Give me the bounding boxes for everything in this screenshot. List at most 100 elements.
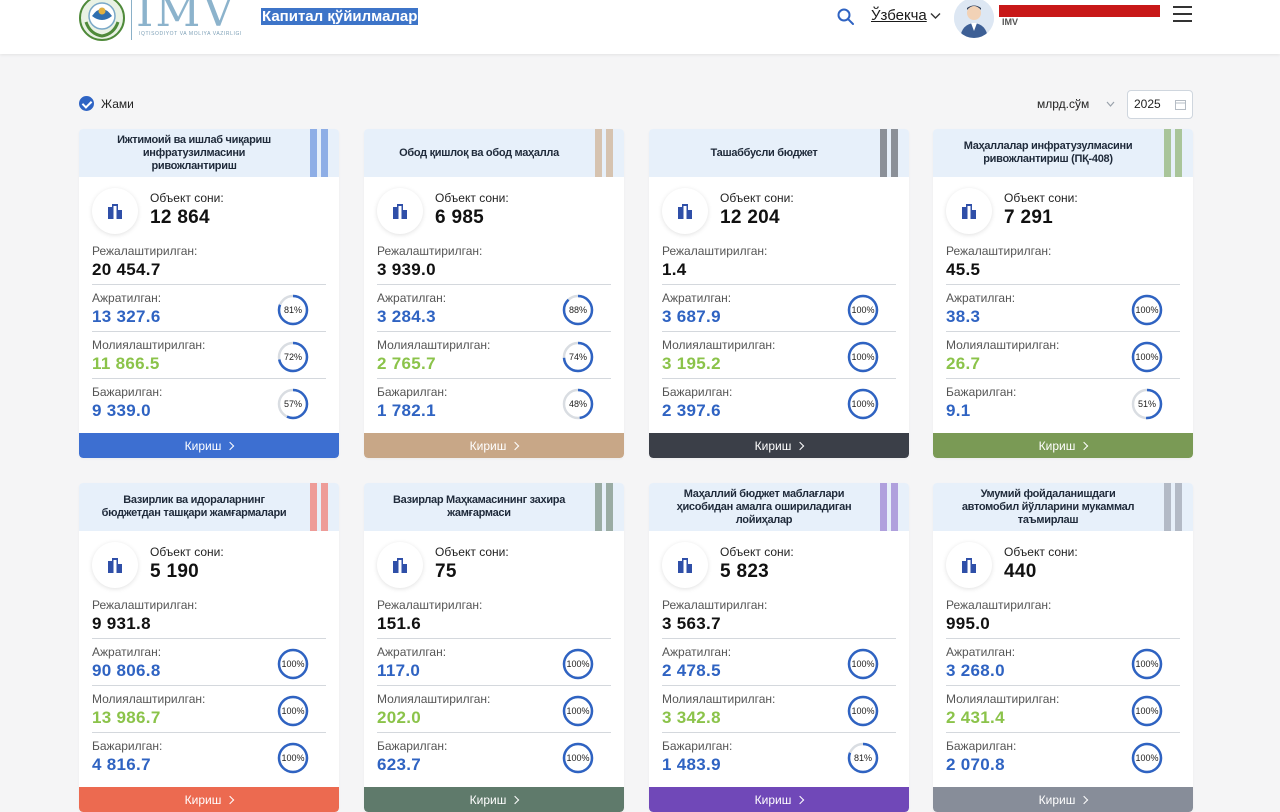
category-card: Маҳаллалар инфратузулмасини ривожлантири… — [933, 129, 1193, 458]
metric-row-financed: Молиялаштирилган: 202.0 100% — [377, 686, 611, 733]
allocated-value: 3 284.3 — [377, 307, 436, 326]
completed-progress-ring: 100% — [847, 388, 879, 420]
objects-count: 75 — [435, 561, 457, 582]
completed-percent: 51% — [1137, 399, 1156, 409]
completed-label: Бажарилган: — [92, 385, 163, 399]
card-header: Ташаббусли бюджет — [649, 129, 909, 177]
user-avatar[interactable] — [954, 0, 994, 38]
total-checkbox[interactable]: Жами — [79, 96, 134, 111]
allocated-value: 13 327.6 — [92, 307, 161, 326]
chevron-right-icon — [796, 441, 805, 451]
objects-count: 440 — [1004, 561, 1037, 582]
financed-value: 2 765.7 — [377, 354, 436, 373]
hamburger-menu-icon[interactable] — [1173, 6, 1193, 24]
allocated-label: Ажратилган: — [662, 645, 732, 659]
logo-text[interactable]: IMV — [136, 0, 237, 37]
financed-progress-ring: 100% — [847, 341, 879, 373]
planned-label: Режалаштирилган: — [92, 244, 198, 258]
allocated-percent: 100% — [851, 305, 875, 315]
metric-row-financed: Молиялаштирилган: 3 195.2 100% — [662, 332, 896, 379]
metric-row-financed: Молиялаштирилган: 11 866.5 72% — [92, 332, 326, 379]
card-accent-stripe — [606, 129, 613, 177]
metric-row-planned: Режалаштирилган: 151.6 — [377, 592, 611, 639]
enter-button[interactable]: Кириш — [79, 433, 339, 458]
allocated-progress-ring: 100% — [847, 294, 879, 326]
completed-label: Бажарилган: — [946, 385, 1017, 399]
completed-label: Бажарилган: — [662, 739, 733, 753]
enter-button[interactable]: Кириш — [649, 433, 909, 458]
metric-row-completed: Бажарилган: 1 483.9 81% — [662, 733, 896, 780]
allocated-percent: 100% — [1135, 659, 1159, 669]
year-value: 2025 — [1134, 97, 1161, 111]
financed-label: Молиялаштирилган: — [662, 692, 776, 706]
metric-row-completed: Бажарилган: 2 397.6 100% — [662, 379, 896, 426]
planned-value: 9 931.8 — [92, 614, 151, 633]
completed-value: 9 339.0 — [92, 401, 151, 420]
card-accent-stripe — [1175, 129, 1182, 177]
allocated-label: Ажратилган: — [946, 291, 1016, 305]
metric-row-completed: Бажарилган: 9 339.0 57% — [92, 379, 326, 426]
card-title: Обод қишлоқ ва обод маҳалла — [399, 146, 559, 159]
card-header: Вазирлар Маҳкамасининг захира жамғармаси — [364, 483, 624, 531]
search-icon[interactable] — [836, 7, 856, 27]
allocated-value: 38.3 — [946, 307, 981, 326]
chevron-right-icon — [796, 795, 805, 805]
enter-button[interactable]: Кириш — [79, 787, 339, 812]
metric-row-allocated: Ажратилган: 38.3 100% — [946, 285, 1180, 332]
card-accent-stripe — [606, 483, 613, 531]
user-org: IMV — [1002, 17, 1019, 27]
allocated-value: 3 687.9 — [662, 307, 721, 326]
card-title: Умумий фойдаланишдаги автомобил йўлларин… — [961, 487, 1135, 526]
unit-select[interactable]: млрд.сўм — [1037, 97, 1115, 111]
allocated-progress-ring: 81% — [277, 294, 309, 326]
enter-button[interactable]: Кириш — [933, 433, 1193, 458]
card-title: Вазирлик ва идораларнинг бюджетдан ташқа… — [101, 494, 287, 519]
metric-row-planned: Режалаштирилган: 995.0 — [946, 592, 1180, 639]
financed-progress-ring: 100% — [1131, 341, 1163, 373]
completed-percent: 100% — [281, 753, 305, 763]
allocated-percent: 88% — [568, 305, 587, 315]
financed-value: 3 342.8 — [662, 708, 721, 727]
state-emblem-icon[interactable] — [78, 0, 126, 42]
card-accent-stripe — [595, 129, 602, 177]
financed-value: 13 986.7 — [92, 708, 161, 727]
enter-button[interactable]: Кириш — [649, 787, 909, 812]
language-select[interactable]: Ўзбекча — [871, 7, 941, 24]
financed-value: 26.7 — [946, 354, 981, 373]
enter-button[interactable]: Кириш — [364, 433, 624, 458]
metric-row-financed: Молиялаштирилган: 26.7 100% — [946, 332, 1180, 379]
allocated-progress-ring: 100% — [1131, 294, 1163, 326]
building-icon — [946, 188, 992, 234]
planned-label: Режалаштирилган: — [662, 244, 768, 258]
calendar-icon[interactable] — [1175, 99, 1186, 110]
objects-label: Объект сони: — [435, 545, 509, 559]
metric-row-allocated: Ажратилган: 3 284.3 88% — [377, 285, 611, 332]
chevron-down-icon — [1106, 101, 1115, 107]
chevron-down-icon — [930, 12, 941, 19]
objects-count: 7 291 — [1004, 207, 1054, 228]
planned-label: Режалаштирилган: — [662, 598, 768, 612]
completed-value: 2 397.6 — [662, 401, 721, 420]
year-picker[interactable]: 2025 — [1127, 90, 1193, 119]
allocated-progress-ring: 100% — [277, 648, 309, 680]
completed-percent: 81% — [853, 753, 872, 763]
completed-progress-ring: 81% — [847, 742, 879, 774]
card-accent-stripe — [310, 129, 317, 177]
category-card: Ижтимоий ва ишлаб чиқариш инфратузилмаси… — [79, 129, 339, 458]
metric-row-planned: Режалаштирилган: 45.5 — [946, 238, 1180, 285]
enter-button[interactable]: Кириш — [933, 787, 1193, 812]
card-accent-stripe — [595, 483, 602, 531]
financed-label: Молиялаштирилган: — [662, 338, 776, 352]
building-icon — [92, 542, 138, 588]
completed-percent: 100% — [1135, 753, 1159, 763]
planned-value: 45.5 — [946, 260, 981, 279]
building-icon — [662, 188, 708, 234]
card-title: Вазирлар Маҳкамасининг захира жамғармаси — [392, 494, 566, 519]
objects-count: 5 190 — [150, 561, 200, 582]
building-icon — [662, 542, 708, 588]
allocated-value: 3 268.0 — [946, 661, 1005, 680]
enter-button-label: Кириш — [184, 792, 222, 807]
enter-button[interactable]: Кириш — [364, 787, 624, 812]
allocated-percent: 81% — [283, 305, 302, 315]
objects-label: Объект сони: — [720, 545, 794, 559]
